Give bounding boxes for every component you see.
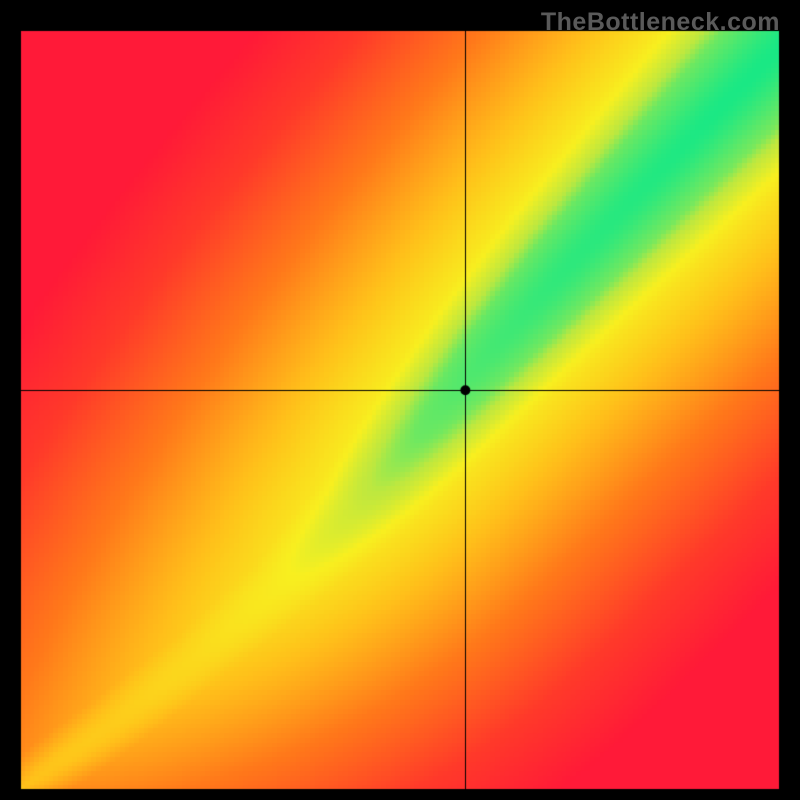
bottleneck-heatmap (0, 0, 800, 800)
watermark-text: TheBottleneck.com (541, 8, 780, 37)
